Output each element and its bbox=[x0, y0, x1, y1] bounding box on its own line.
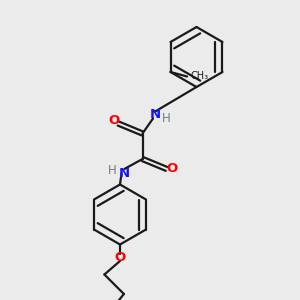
Text: H: H bbox=[107, 164, 116, 177]
Text: N: N bbox=[118, 167, 130, 180]
Text: H: H bbox=[162, 112, 171, 125]
Text: O: O bbox=[114, 251, 126, 264]
Text: O: O bbox=[166, 162, 177, 176]
Text: O: O bbox=[108, 113, 120, 127]
Text: CH₃: CH₃ bbox=[190, 71, 209, 81]
Text: N: N bbox=[150, 108, 161, 122]
